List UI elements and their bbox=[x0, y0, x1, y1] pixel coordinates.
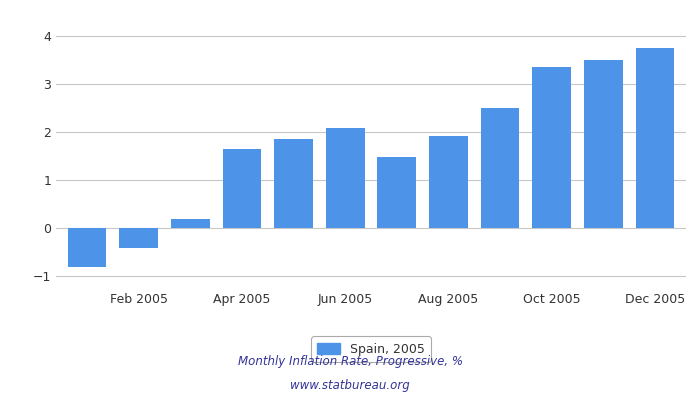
Text: www.statbureau.org: www.statbureau.org bbox=[290, 380, 410, 392]
Bar bbox=[223, 149, 261, 228]
Bar bbox=[68, 228, 106, 267]
Text: Monthly Inflation Rate, Progressive, %: Monthly Inflation Rate, Progressive, % bbox=[237, 356, 463, 368]
Bar bbox=[119, 228, 158, 248]
Bar bbox=[636, 48, 674, 228]
Bar bbox=[481, 108, 519, 228]
Legend: Spain, 2005: Spain, 2005 bbox=[311, 336, 431, 362]
Bar bbox=[326, 128, 365, 228]
Bar bbox=[171, 219, 209, 228]
Bar bbox=[533, 67, 571, 228]
Bar bbox=[274, 139, 313, 228]
Bar bbox=[429, 136, 468, 228]
Bar bbox=[377, 158, 416, 228]
Bar bbox=[584, 60, 623, 228]
